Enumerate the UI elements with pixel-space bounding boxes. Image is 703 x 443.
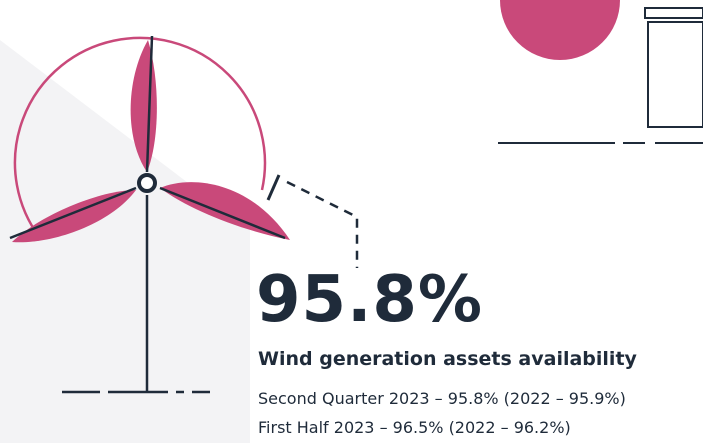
arc-end bbox=[268, 175, 279, 200]
page: {"stat": {"value": "95.8%", "label": "Wi… bbox=[0, 0, 703, 443]
box-top bbox=[645, 8, 703, 18]
stat-value: 95.8% bbox=[256, 268, 483, 332]
stat-line: Second Quarter 2023 – 95.8% (2022 – 95.9… bbox=[258, 389, 626, 408]
hub bbox=[139, 175, 155, 191]
connector bbox=[287, 182, 357, 268]
background-shape bbox=[0, 40, 250, 443]
illustration bbox=[0, 0, 703, 443]
box bbox=[648, 22, 703, 127]
stat-label: Wind generation assets availability bbox=[258, 348, 637, 370]
pink-shape bbox=[500, 0, 620, 60]
stat-line: First Half 2023 – 96.5% (2022 – 96.2%) bbox=[258, 418, 571, 437]
